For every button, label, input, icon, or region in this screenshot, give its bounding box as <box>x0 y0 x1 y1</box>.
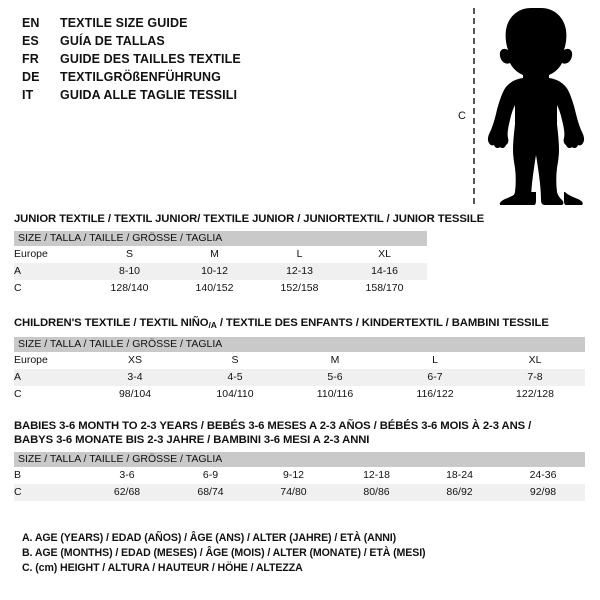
language-code-de: DE <box>22 70 40 84</box>
babies-cell: 62/68 <box>85 484 169 501</box>
language-code-es: ES <box>22 34 39 48</box>
children-cell: 3-4 <box>85 369 185 386</box>
babies-row-label-c: C <box>14 484 85 501</box>
height-measurement-figure: C <box>440 4 600 209</box>
language-row-en: EN TEXTILE SIZE GUIDE <box>22 14 422 32</box>
table-row: C 98/104 104/110 110/116 116/122 122/128 <box>14 386 585 403</box>
children-cell: S <box>231 354 239 366</box>
children-cell: 5-6 <box>285 369 385 386</box>
children-cell: 110/116 <box>316 388 354 400</box>
legend-line-c: C. (cm) HEIGHT / ALTURA / HAUTEUR / HÖHE… <box>22 562 303 574</box>
junior-cell: 128/140 <box>110 282 149 294</box>
table-row: C 62/68 68/74 74/80 80/86 86/92 92/98 <box>14 484 585 501</box>
table-row: A 3-4 4-5 5-6 6-7 7-8 <box>14 369 586 386</box>
junior-bar-label: SIZE / TALLA / TAILLE / GRÖSSE / TAGLIA <box>14 231 428 246</box>
language-code-fr: FR <box>22 52 39 66</box>
language-text-es: GUÍA DE TALLAS <box>60 34 165 48</box>
children-cell: XL <box>528 354 542 366</box>
babies-cell: 6-9 <box>202 469 219 481</box>
language-row-es: ES GUÍA DE TALLAS <box>22 32 422 50</box>
junior-row-label-a: A <box>14 263 87 280</box>
babies-section-title-line2: BABYS 3-6 MONATE BIS 2-3 JAHRE / BAMBINI… <box>14 434 370 446</box>
babies-cell: 86/92 <box>418 484 501 501</box>
legend-block: A. AGE (YEARS) / EDAD (AÑOS) / ÂGE (ANS)… <box>22 531 442 576</box>
babies-cell: 80/86 <box>335 484 418 501</box>
legend-line-a: A. AGE (YEARS) / EDAD (AÑOS) / ÂGE (ANS)… <box>22 532 397 544</box>
babies-cell: 3-6 <box>119 469 135 481</box>
children-title-sub: /A <box>208 320 217 330</box>
children-cell: 122/128 <box>516 388 554 400</box>
language-row-de: DE TEXTILGRÖßENFÜHRUNG <box>22 68 422 86</box>
language-header-block: EN TEXTILE SIZE GUIDE ES GUÍA DE TALLAS … <box>22 14 422 104</box>
language-text-fr: GUIDE DES TAILLES TEXTILE <box>60 52 241 66</box>
junior-table-header-bar: SIZE / TALLA / TAILLE / GRÖSSE / TAGLIA <box>14 231 428 246</box>
babies-cell: 92/98 <box>501 484 585 501</box>
babies-cell: 12-18 <box>363 469 390 481</box>
junior-cell: 140/152 <box>195 282 234 294</box>
section-children-textile: CHILDREN'S TEXTILE / TEXTIL NIÑO/A / TEX… <box>14 316 586 403</box>
children-cell: 6-7 <box>385 369 485 386</box>
junior-section-title: JUNIOR TEXTILE / TEXTIL JUNIOR/ TEXTILE … <box>14 213 485 225</box>
measurement-label-c: C <box>458 110 466 122</box>
section-babies-textile: BABIES 3-6 MONTH TO 2-3 YEARS / BEBÉS 3-… <box>14 419 585 501</box>
babies-cell: 24-36 <box>529 469 557 481</box>
children-row-label-a: A <box>14 369 85 386</box>
children-cell: 98/104 <box>118 388 152 400</box>
children-cell: M <box>330 354 340 366</box>
babies-cell: 74/80 <box>252 484 335 501</box>
table-row: B 3-6 6-9 9-12 12-18 18-24 24-36 <box>14 467 585 484</box>
babies-cell: 9-12 <box>282 469 304 481</box>
children-cell: 116/122 <box>416 388 454 400</box>
babies-row-label-b: B <box>14 469 22 481</box>
children-title-post: / TEXTILE DES ENFANTS / KINDERTEXTIL / B… <box>216 317 549 329</box>
junior-cell: 12-13 <box>257 263 342 280</box>
language-text-de: TEXTILGRÖßENFÜHRUNG <box>60 70 221 84</box>
children-title-pre: CHILDREN'S TEXTILE / TEXTIL NIÑO <box>14 317 209 329</box>
junior-size-table: SIZE / TALLA / TAILLE / GRÖSSE / TAGLIA … <box>14 231 428 297</box>
babies-size-table: SIZE / TALLA / TAILLE / GRÖSSE / TAGLIA … <box>14 452 585 501</box>
table-row: A 8-10 10-12 12-13 14-16 <box>14 263 428 280</box>
toddler-silhouette-icon <box>487 8 585 205</box>
children-table-header-bar: SIZE / TALLA / TAILLE / GRÖSSE / TAGLIA <box>14 337 586 352</box>
language-row-it: IT GUIDA ALLE TAGLIE TESSILI <box>22 86 422 104</box>
children-bar-label: SIZE / TALLA / TAILLE / GRÖSSE / TAGLIA <box>14 337 586 352</box>
language-code-it: IT <box>22 88 34 102</box>
table-row: Europe XS S M L XL <box>14 352 585 369</box>
legend-line-b: B. AGE (MONTHS) / EDAD (MESES) / ÂGE (MO… <box>22 547 426 559</box>
junior-row-label-europe: Europe <box>14 248 48 260</box>
junior-cell: M <box>210 248 219 260</box>
junior-cell: 14-16 <box>342 263 428 280</box>
babies-cell: 68/74 <box>169 484 252 501</box>
babies-section-title-line1: BABIES 3-6 MONTH TO 2-3 YEARS / BEBÉS 3-… <box>14 420 532 432</box>
babies-table-header-bar: SIZE / TALLA / TAILLE / GRÖSSE / TAGLIA <box>14 452 585 467</box>
children-cell: 104/110 <box>216 388 254 400</box>
height-dashed-line <box>473 8 475 204</box>
language-text-it: GUIDA ALLE TAGLIE TESSILI <box>60 88 238 102</box>
junior-cell: 8-10 <box>87 263 172 280</box>
junior-cell: XL <box>378 248 391 260</box>
children-cell: XS <box>127 354 142 366</box>
language-code-en: EN <box>22 16 40 30</box>
children-row-label-c: C <box>14 388 22 400</box>
junior-cell: S <box>125 248 133 260</box>
junior-cell: 158/170 <box>365 282 404 294</box>
children-cell: 4-5 <box>185 369 285 386</box>
children-cell: L <box>432 354 438 366</box>
children-cell: 7-8 <box>485 369 586 386</box>
table-row: Europe S M L XL <box>14 246 427 263</box>
junior-cell: 152/158 <box>280 282 319 294</box>
section-junior-textile: JUNIOR TEXTILE / TEXTIL JUNIOR/ TEXTILE … <box>14 212 485 297</box>
language-text-en: TEXTILE SIZE GUIDE <box>60 16 188 30</box>
babies-bar-label: SIZE / TALLA / TAILLE / GRÖSSE / TAGLIA <box>14 452 585 467</box>
babies-cell: 18-24 <box>446 469 473 481</box>
children-size-table: SIZE / TALLA / TAILLE / GRÖSSE / TAGLIA … <box>14 337 586 403</box>
junior-cell: L <box>296 248 303 260</box>
children-row-label-europe: Europe <box>14 354 48 366</box>
table-row: C 128/140 140/152 152/158 158/170 <box>14 280 427 297</box>
language-row-fr: FR GUIDE DES TAILLES TEXTILE <box>22 50 422 68</box>
junior-cell: 10-12 <box>172 263 257 280</box>
children-section-title: CHILDREN'S TEXTILE / TEXTIL NIÑO/A / TEX… <box>14 316 585 332</box>
junior-row-label-c: C <box>14 282 22 294</box>
